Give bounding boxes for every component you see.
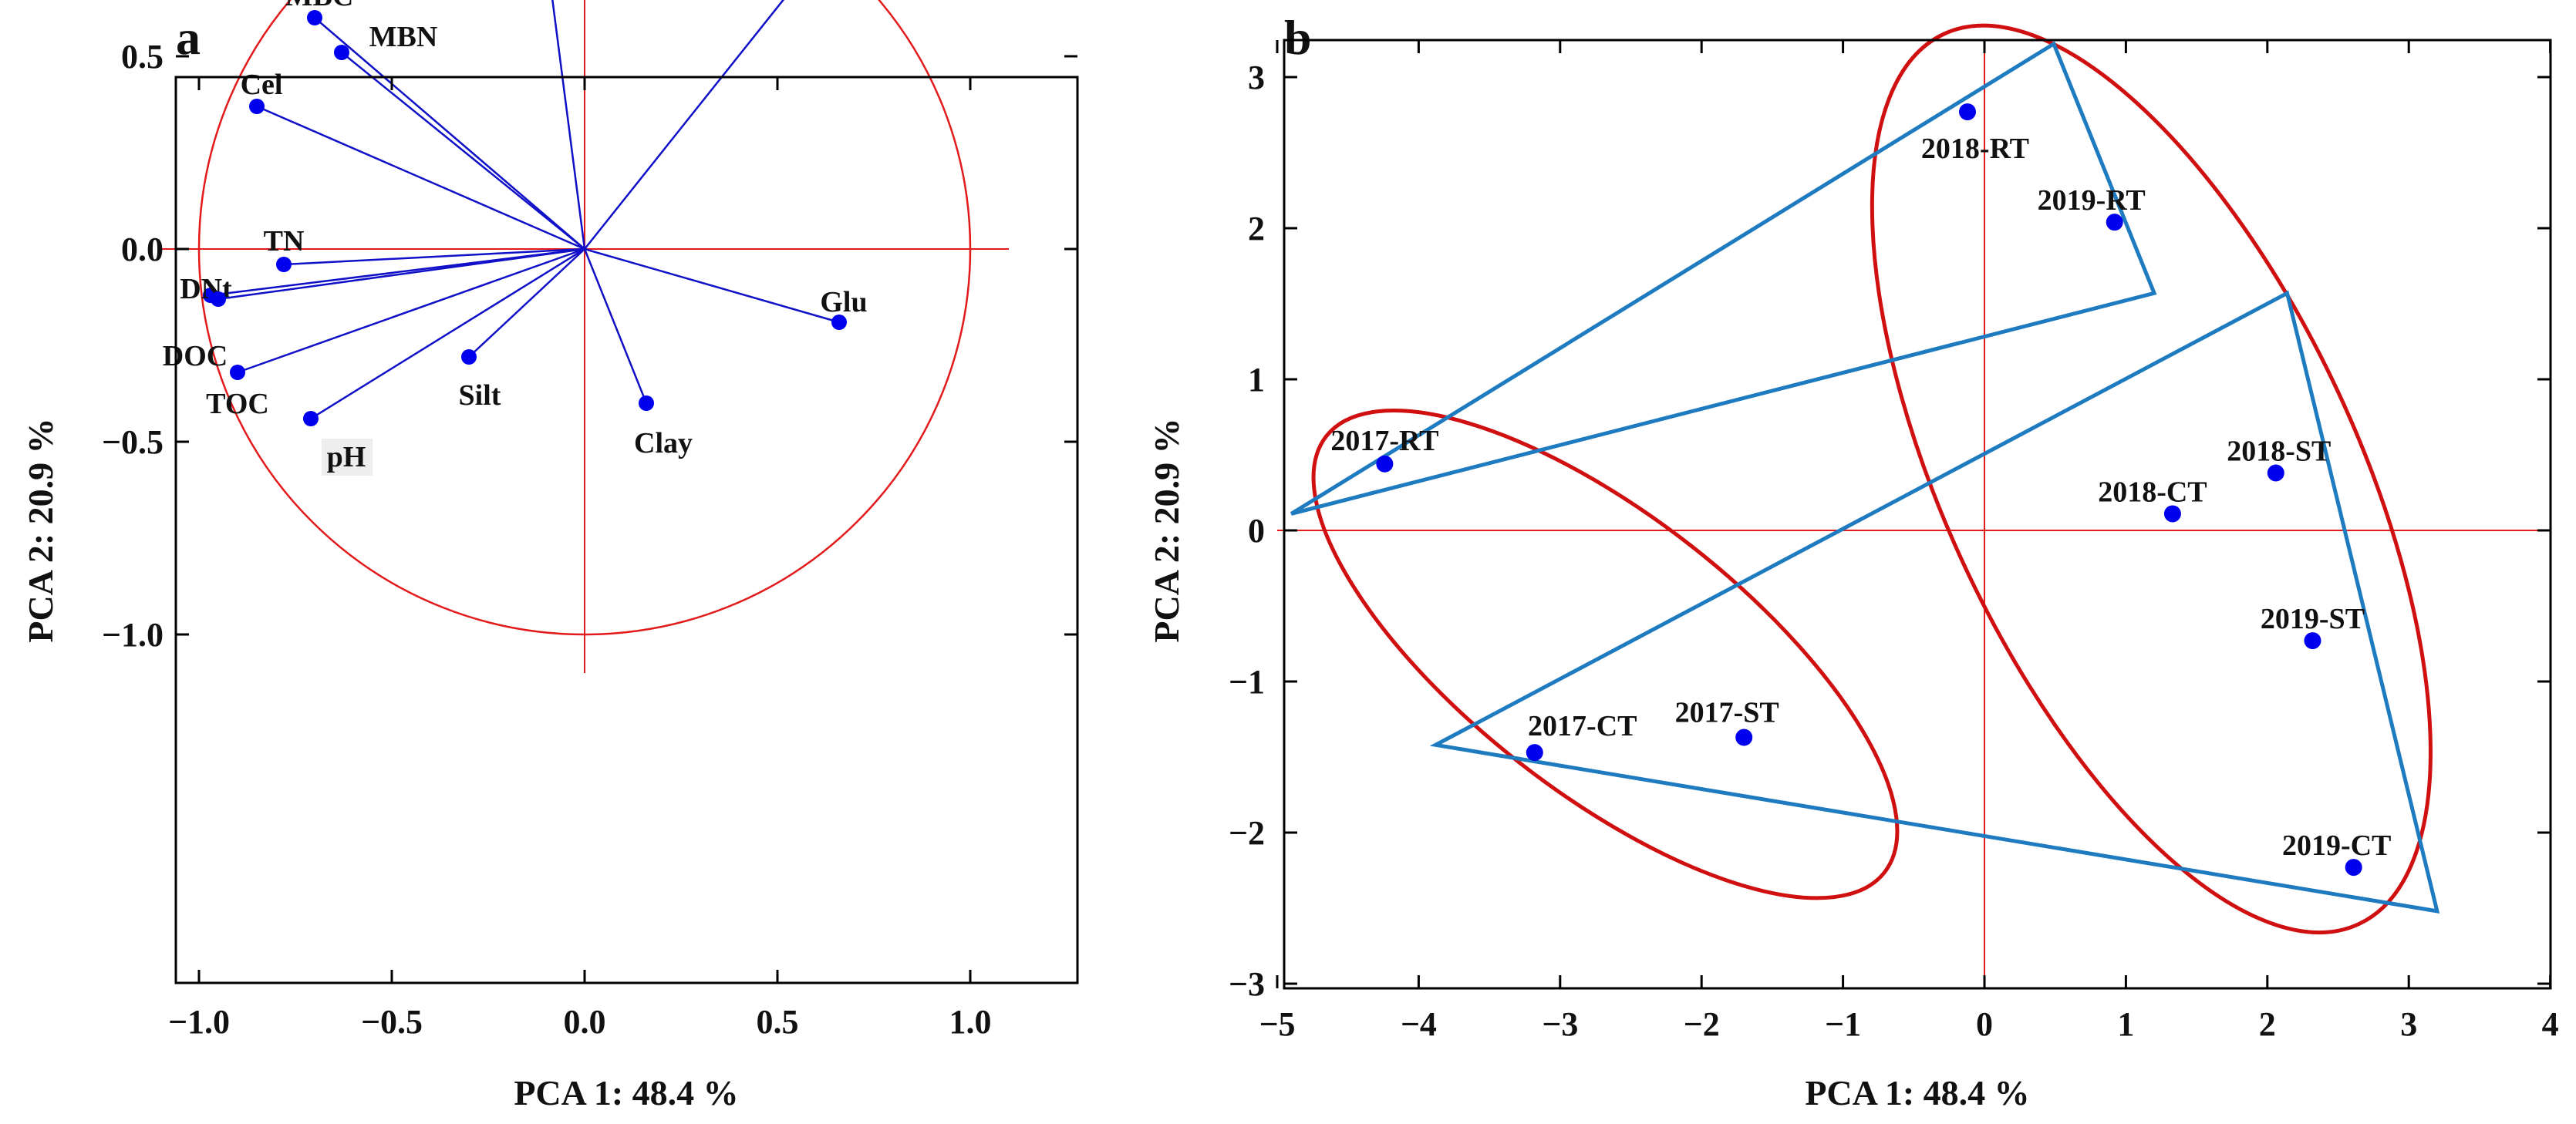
panel-b-x-tick-label: −5	[1259, 1005, 1295, 1043]
score-label-2018-st: 2018-ST	[2227, 436, 2331, 468]
loading-point-ph	[303, 411, 319, 426]
score-label-2019-ct: 2019-CT	[2282, 830, 2391, 862]
group-ellipse-2	[1870, 23, 2433, 934]
score-point-2018-st	[2267, 464, 2284, 482]
convex-hull-2	[1429, 290, 2440, 914]
loading-vector-mbn	[341, 52, 585, 250]
score-point-2019-rt	[2106, 214, 2123, 231]
loading-label-tn: TN	[264, 225, 305, 257]
loading-vector-glu	[584, 247, 840, 324]
loading-point-clay	[639, 395, 654, 411]
loading-label-toc: TOC	[206, 388, 269, 420]
loading-label-clay: Clay	[634, 427, 693, 459]
score-point-2017-rt	[1376, 455, 1394, 473]
score-label-2019-st: 2019-ST	[2261, 603, 2365, 635]
loading-label-silt: Silt	[459, 379, 501, 412]
score-label-2017-ct: 2017-CT	[1528, 710, 1637, 742]
score-label-2017-st: 2017-ST	[1675, 697, 1779, 729]
loading-point-silt	[461, 349, 477, 365]
panel-b-y-tick-label: 3	[1248, 59, 1265, 96]
panel-b-x-tick-label: −1	[1825, 1005, 1861, 1043]
loading-vector-ph	[310, 247, 585, 420]
panel-b-x-tick-label: 3	[2400, 1005, 2417, 1043]
loading-vector-clay	[583, 248, 648, 404]
score-label-2017-rt: 2017-RT	[1330, 425, 1438, 457]
panel-a-x-tick-label: 0.5	[757, 1003, 799, 1041]
ph-label-highlight	[322, 439, 373, 476]
panel-b-x-tick-label: −2	[1684, 1005, 1720, 1043]
panel-b-plot-area: 2018-RT 2019-RT 2017-RT 2018-ST 2018-CT 2019-…	[1277, 23, 2551, 984]
score-label-2018-rt: 2018-RT	[1921, 133, 2029, 165]
loading-point-mbc	[307, 10, 322, 25]
panel-a: a DHAFDAHMBCMBNCelTNDNtDOCTOCpHSiltClayG…	[21, 0, 1079, 1112]
panel-b-letter: b	[1284, 10, 1312, 65]
loading-vector-tn	[283, 247, 585, 266]
panel-a-y-tick-label: −0.5	[102, 423, 164, 461]
loading-label-mbn: MBN	[369, 21, 438, 53]
panel-b-y-tick-label: −2	[1229, 814, 1265, 852]
loading-label-glu: Glu	[820, 286, 867, 318]
group-ellipse-1	[1311, 409, 1900, 900]
loading-vector-dha	[551, 0, 586, 250]
panel-a-y-tick-label: −1.0	[102, 616, 164, 654]
loading-vector-mbc	[314, 17, 585, 250]
loading-label-mbc: MBC	[285, 0, 354, 12]
panel-b-x-tick-label: 4	[2542, 1005, 2559, 1043]
panel-b-x-tick-label: −4	[1401, 1005, 1437, 1043]
convex-hull-1	[1290, 41, 2157, 516]
panel-a-x-tick-label: −0.5	[361, 1003, 423, 1041]
score-point-2019-st	[2304, 632, 2321, 650]
score-point-2017-ct	[1526, 744, 1543, 762]
score-label-2018-ct: 2018-CT	[2098, 476, 2207, 508]
panel-b-y-ticks: 3 2 1 0 −1 −2 −3	[1229, 59, 2551, 1003]
panel-b-y-tick-label: −3	[1229, 965, 1265, 1003]
score-point-2017-st	[1735, 729, 1753, 746]
panel-b-x-axis-title: PCA 1: 48.4 %	[1805, 1073, 2029, 1112]
panel-a-x-axis-title: PCA 1: 48.4 %	[514, 1073, 738, 1112]
score-point-2019-ct	[2345, 859, 2362, 877]
panel-b-x-tick-label: 1	[2117, 1005, 2134, 1043]
loading-point-glu	[831, 315, 847, 330]
panel-a-x-tick-label: −1.0	[168, 1003, 230, 1041]
score-point-2018-rt	[1958, 103, 1976, 121]
panel-a-x-tick-label: 1.0	[949, 1003, 992, 1041]
loading-vector-silt	[468, 248, 585, 358]
panel-b-frame	[1283, 39, 2552, 990]
loading-label-ph: pH	[327, 441, 366, 473]
panel-a-plot-area: DHAFDAHMBCMBNCelTNDNtDOCTOCpHSiltClayGlu	[160, 0, 1009, 673]
panel-a-y-ticks: 1.00.50.0−0.5−1.0	[102, 38, 1077, 654]
panel-b-y-tick-label: −1	[1229, 663, 1265, 701]
loading-vector-fdah	[584, 0, 785, 250]
panel-b-y-axis-title: PCA 2: 20.9 %	[1147, 418, 1186, 642]
loading-label-cel: Cel	[241, 69, 283, 101]
panel-b-x-tick-label: 2	[2259, 1005, 2276, 1043]
loading-point-toc	[230, 365, 245, 380]
panel-a-x-tick-label: 0.0	[564, 1003, 606, 1041]
loading-point-tn	[276, 257, 292, 272]
panel-b-y-tick-label: 0	[1248, 512, 1265, 550]
loading-point-mbn	[334, 45, 349, 60]
loading-vector-doc	[217, 247, 585, 301]
loading-point-doc	[211, 291, 226, 307]
panel-a-y-tick-label: 0.0	[121, 231, 164, 268]
panel-b-x-tick-label: −3	[1542, 1005, 1578, 1043]
loading-vector-toc	[237, 247, 585, 374]
panel-b-x-tick-label: 0	[1976, 1005, 1993, 1043]
panel-a-y-axis-title: PCA 2: 20.9 %	[21, 418, 60, 642]
panel-a-frame	[174, 76, 1079, 984]
loading-vector-cel	[256, 105, 585, 251]
panel-a-x-ticks: −1.0 −0.5 0.0 0.5 1.0	[168, 77, 992, 1041]
panel-b-x-ticks: −5 −4 −3 −2 −1 0 1 2 3 4	[1259, 40, 2559, 1043]
loading-label-doc: DOC	[163, 340, 228, 372]
score-point-2018-ct	[2163, 505, 2181, 523]
panel-a-y-tick-label: 0.5	[121, 38, 164, 76]
loading-point-cel	[249, 99, 265, 114]
panel-b-y-tick-label: 2	[1248, 210, 1265, 247]
score-label-2019-rt: 2019-RT	[2038, 184, 2146, 217]
panel-b-y-tick-label: 1	[1248, 361, 1265, 399]
